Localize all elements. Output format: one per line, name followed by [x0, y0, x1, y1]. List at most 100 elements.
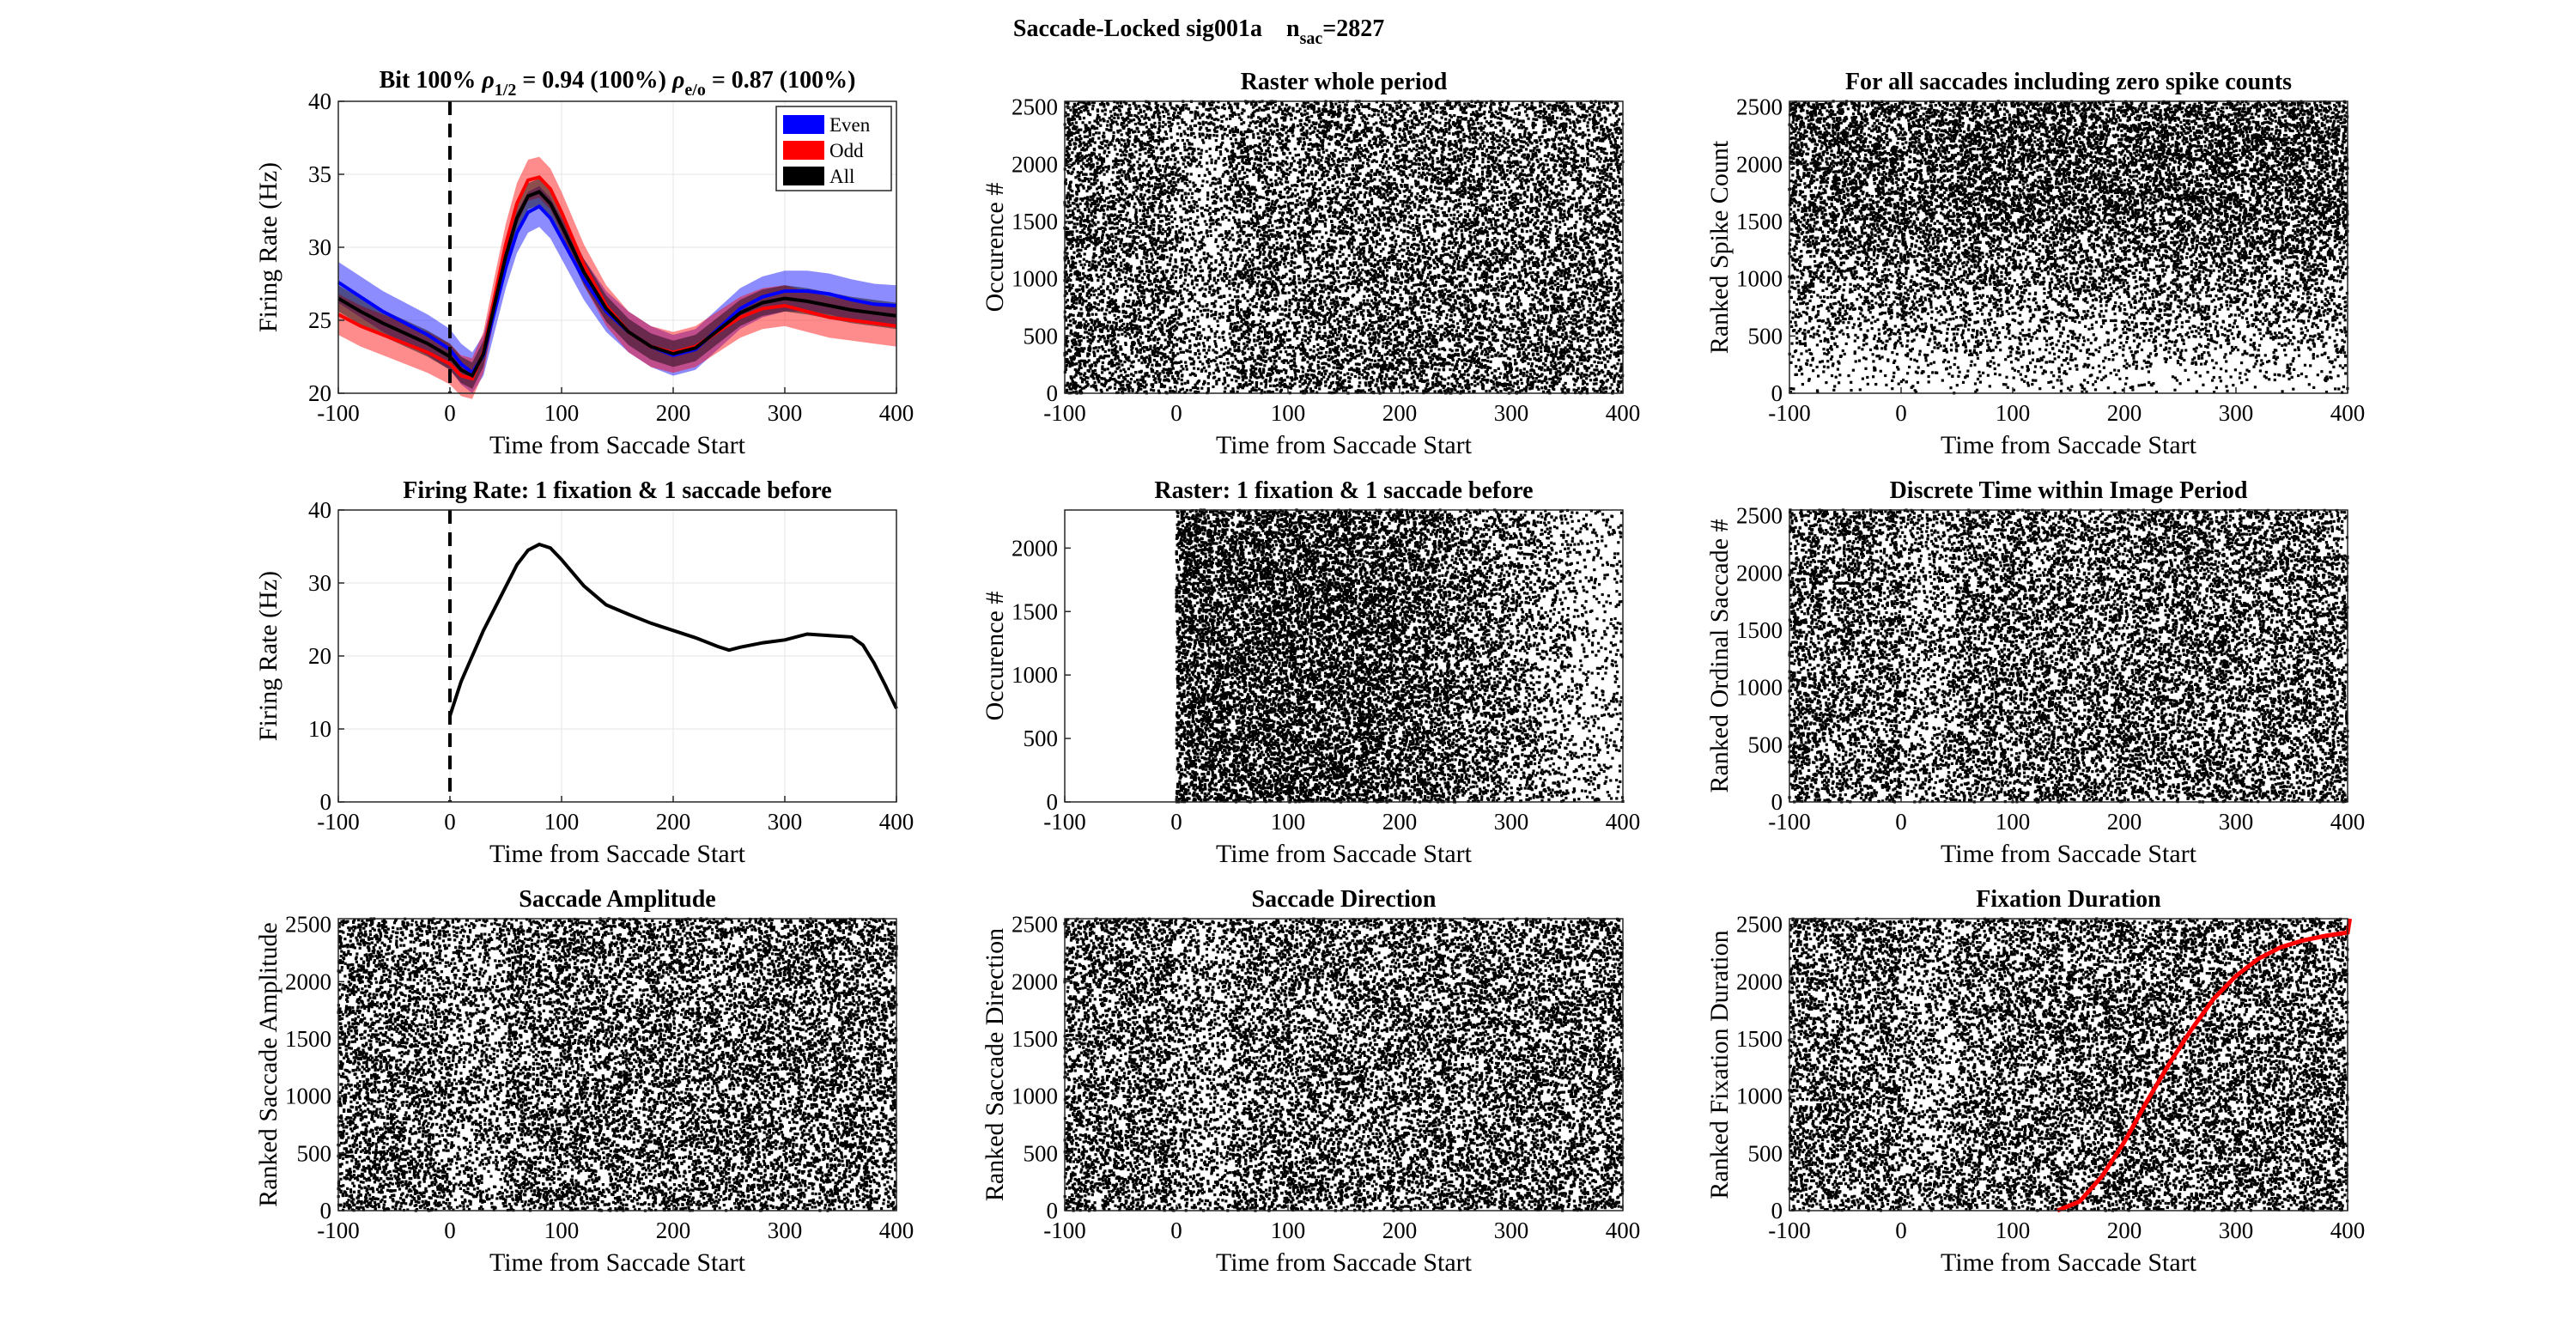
- raster-dot: [1209, 207, 1212, 209]
- raster-dot: [1269, 385, 1272, 387]
- raster-dot: [1379, 179, 1382, 182]
- raster-dot: [1327, 186, 1329, 189]
- raster-dot: [1139, 240, 1142, 242]
- raster-dot: [1238, 222, 1241, 224]
- raster-dot: [1480, 352, 1483, 355]
- raster-dot: [1341, 209, 1344, 211]
- panel-title: Bit 100% ρ1/2 = 0.94 (100%) ρe/o = 0.87 …: [380, 67, 856, 100]
- raster-dot: [1470, 288, 1473, 291]
- raster-dot: [1188, 340, 1191, 343]
- raster-dot: [1435, 377, 1437, 380]
- raster-dot: [1342, 253, 1345, 256]
- raster-dot: [1214, 343, 1217, 345]
- raster-dot: [1146, 212, 1149, 215]
- raster-dot: [1382, 342, 1385, 344]
- raster-dot: [1130, 274, 1133, 276]
- raster-dot: [1394, 333, 1396, 336]
- raster-dot: [1136, 161, 1139, 163]
- raster-dot: [1565, 187, 1568, 190]
- raster-dot: [1118, 277, 1121, 280]
- raster-dot: [1241, 249, 1243, 252]
- raster-dot: [1162, 125, 1164, 128]
- raster-dot: [1331, 340, 1334, 343]
- raster-dot: [1368, 114, 1370, 117]
- raster-dot: [1086, 145, 1089, 148]
- raster-dot: [1218, 313, 1221, 315]
- raster-dot: [1247, 348, 1249, 350]
- raster-dot: [1428, 308, 1431, 311]
- raster-dot: [1176, 139, 1179, 142]
- raster-dot: [1540, 350, 1542, 353]
- raster-dot: [1318, 327, 1321, 330]
- raster-dot: [1219, 361, 1222, 364]
- raster-dot: [1189, 350, 1192, 353]
- raster-dot: [1237, 376, 1240, 379]
- raster-dot: [1448, 377, 1450, 380]
- x-tick-label: 400: [879, 400, 914, 426]
- raster-dot: [1189, 389, 1192, 392]
- raster-dot: [1352, 286, 1354, 288]
- panel-p2: -100 0 100 200 300 40005001000150020002500Tim…: [981, 69, 1640, 459]
- raster-dot: [1618, 185, 1620, 187]
- raster-dot: [1228, 288, 1230, 290]
- y-tick-label: 35: [308, 161, 331, 187]
- raster-dot: [1321, 236, 1323, 239]
- raster-dot: [1217, 325, 1219, 327]
- raster-dot: [1589, 304, 1591, 307]
- raster-dot: [1309, 244, 1312, 246]
- x-tick-label: 200: [656, 400, 691, 426]
- raster-dot: [1179, 152, 1182, 155]
- raster-dot: [1291, 157, 1294, 160]
- legend-label-all: All: [829, 166, 854, 187]
- raster-dot: [1312, 349, 1315, 352]
- raster-dot: [1303, 301, 1306, 304]
- raster-dot: [1507, 314, 1510, 317]
- raster-dot: [1524, 110, 1527, 112]
- raster-dot: [1111, 240, 1114, 242]
- x-tick-label: 300: [768, 400, 803, 426]
- raster-dot: [1613, 112, 1615, 114]
- raster-dot: [1259, 326, 1261, 329]
- raster-dot: [1320, 159, 1322, 161]
- raster-dot: [1540, 309, 1542, 312]
- raster-dot: [1427, 214, 1430, 216]
- raster-dot: [1578, 297, 1581, 300]
- raster-dot: [1512, 355, 1515, 357]
- raster-dot: [1386, 211, 1388, 214]
- raster-dot: [1607, 361, 1609, 363]
- raster-dot: [1107, 120, 1109, 123]
- raster-dot: [1171, 221, 1174, 223]
- raster-dot: [1150, 167, 1152, 170]
- raster-dot: [1364, 196, 1366, 198]
- raster-dot: [1579, 213, 1582, 216]
- raster-dot: [1195, 220, 1198, 222]
- raster-dot: [1486, 360, 1489, 362]
- raster-dot: [1334, 226, 1336, 228]
- raster-dot: [1158, 124, 1161, 127]
- raster-dot: [1334, 319, 1336, 322]
- raster-dot: [1291, 355, 1293, 357]
- raster-dot: [1577, 115, 1580, 118]
- raster-dot: [1459, 268, 1461, 270]
- raster-dot: [1583, 307, 1585, 310]
- raster-dot: [1169, 259, 1171, 262]
- raster-dot: [1199, 117, 1201, 119]
- raster-dot: [1496, 256, 1498, 258]
- raster-dot: [1606, 334, 1608, 337]
- raster-dot: [1464, 210, 1467, 213]
- y-tick-label: 40: [308, 88, 331, 114]
- raster-dot: [1104, 113, 1107, 116]
- raster-dot: [1530, 365, 1533, 367]
- raster-dot: [1285, 201, 1287, 203]
- raster-dot: [1596, 268, 1599, 270]
- raster-dot: [1449, 314, 1452, 317]
- raster-dot: [1325, 351, 1327, 354]
- legend-label-even: Even: [829, 114, 871, 136]
- raster-dot: [1298, 197, 1301, 199]
- raster-dot: [1513, 305, 1516, 307]
- raster-dot: [1339, 238, 1341, 240]
- raster-dot: [1252, 248, 1255, 251]
- raster-dot: [1375, 347, 1377, 349]
- legend-swatch-all: [783, 167, 824, 185]
